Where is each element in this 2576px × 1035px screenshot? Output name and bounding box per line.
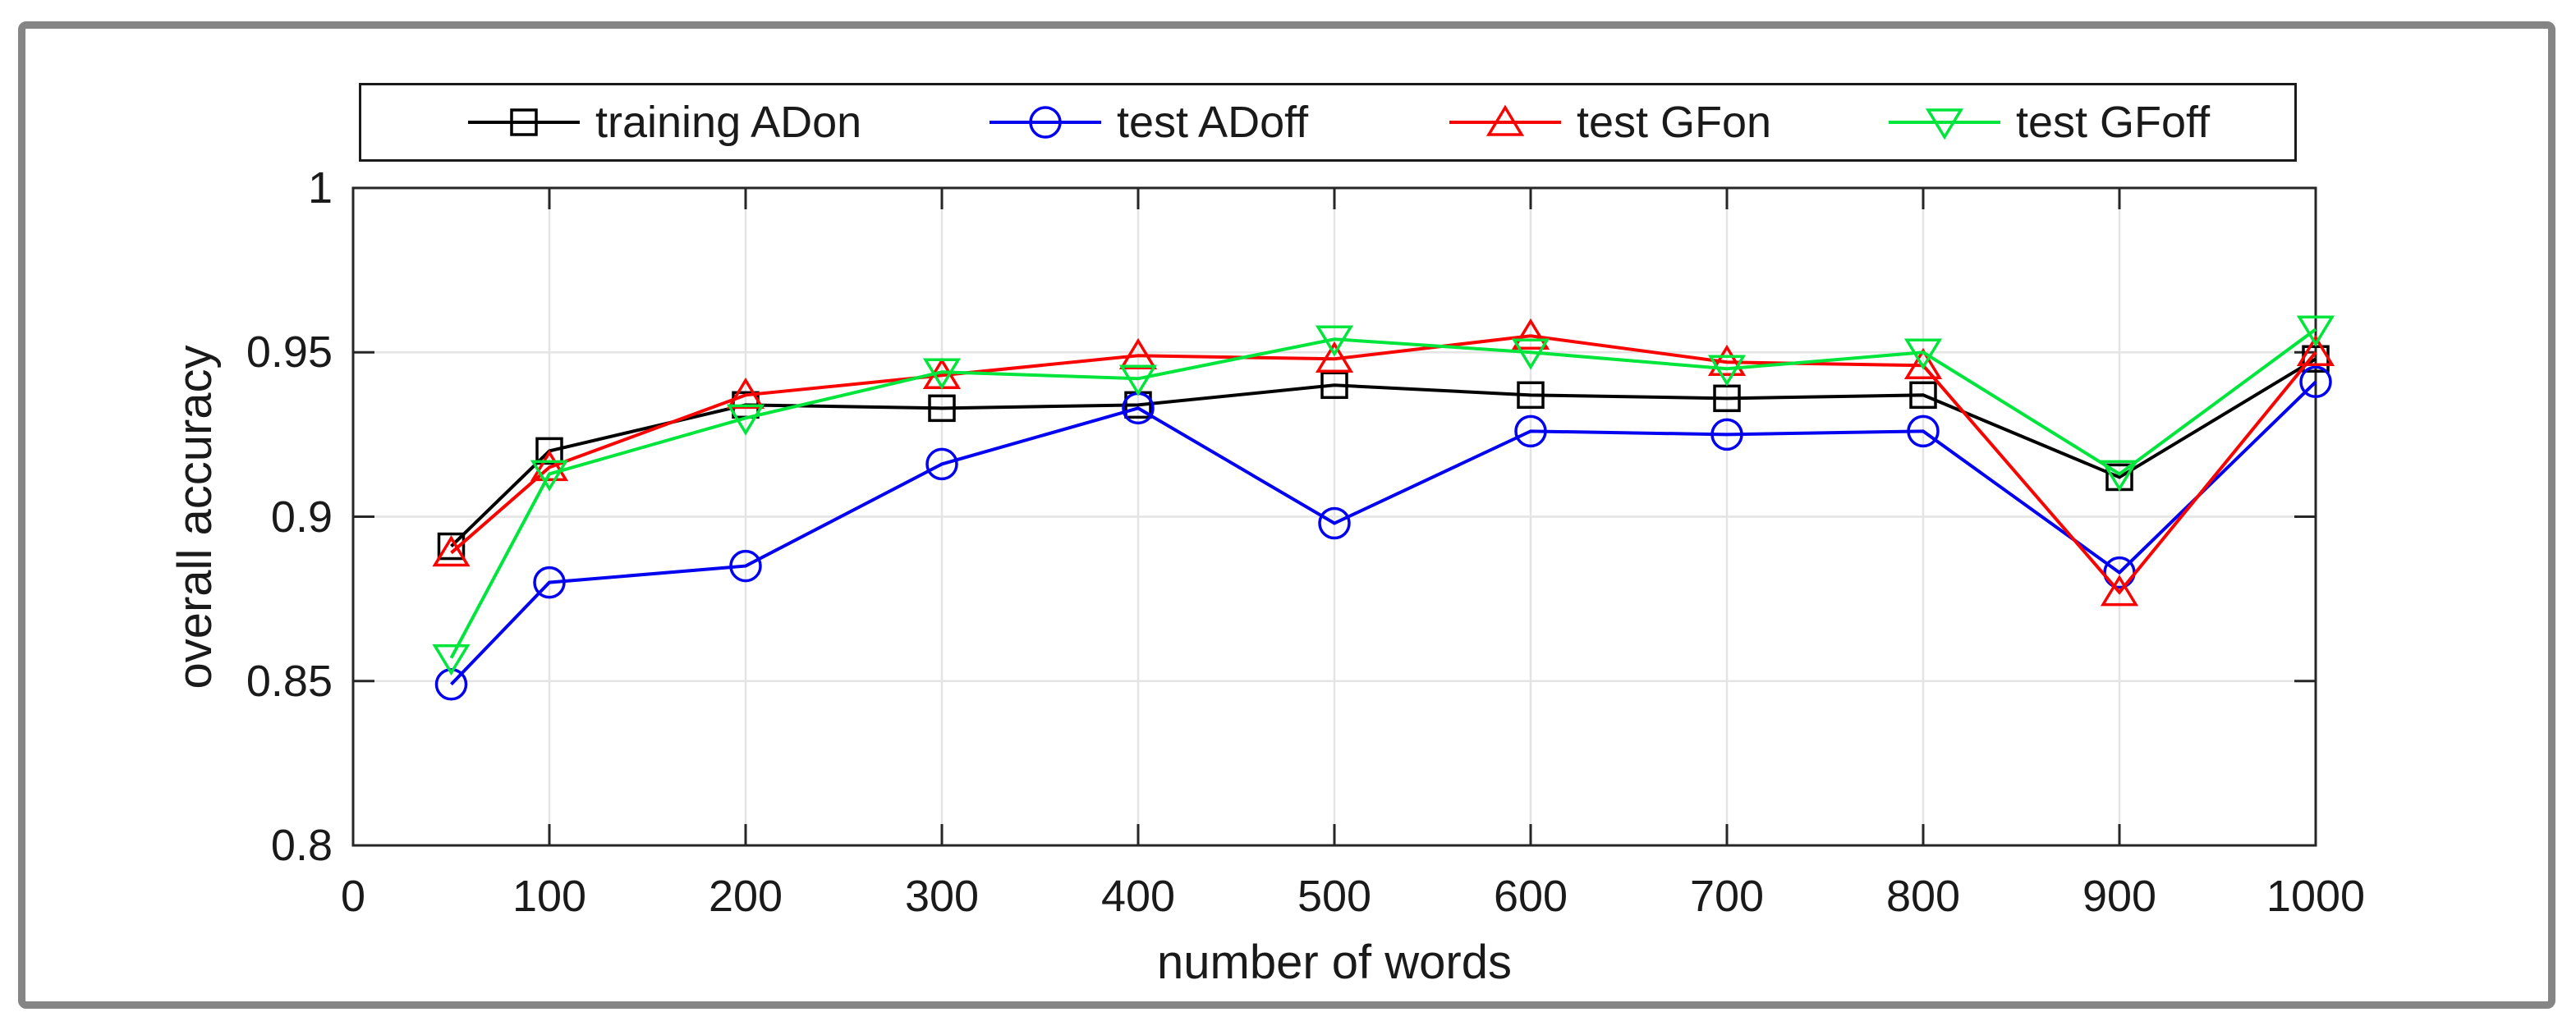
y-tick-label: 0.95 [246, 327, 333, 378]
y-tick-label: 0.85 [246, 656, 333, 706]
x-tick-label: 600 [1493, 872, 1568, 921]
x-tick-label: 200 [708, 872, 783, 921]
legend-entry-test-gfon: test GFon [1448, 98, 1771, 147]
legend: training ADon test ADoff test GFon test GFo… [359, 83, 2297, 162]
triangle-up-marker [432, 535, 471, 567]
legend-key-square [468, 108, 580, 136]
legend-label: test ADoff [1117, 98, 1309, 147]
square-marker [1909, 381, 1937, 410]
circle-marker [925, 447, 958, 481]
triangle-down-marker [1707, 355, 1747, 387]
square-marker [535, 437, 563, 465]
legend-entry-training-adon: training ADon [466, 98, 861, 147]
triangle-up-marker [1485, 104, 1525, 136]
legend-entry-test-gfoff: test GFoff [1887, 98, 2210, 147]
gridlines [353, 188, 2316, 845]
x-tick-label: 300 [904, 872, 980, 921]
triangle-down-marker [530, 460, 569, 492]
series-training-adon [437, 345, 2330, 561]
square-marker [1517, 381, 1545, 410]
series-line [450, 334, 2317, 595]
y-tick-label: 0.8 [270, 821, 333, 870]
legend-label: test GFoff [2016, 98, 2211, 147]
y-tick-label: 0.9 [270, 492, 333, 542]
triangle-down-marker [922, 358, 962, 390]
x-tick-label: 0 [340, 872, 366, 921]
x-tick-label: 900 [2082, 872, 2157, 921]
square-marker [510, 108, 538, 136]
tick-marks [351, 186, 2317, 847]
square-marker [437, 532, 466, 561]
triangle-down-marker [2296, 315, 2335, 347]
circle-marker [1318, 506, 1351, 540]
triangle-down-marker [1118, 364, 1158, 396]
square-marker [1320, 371, 1348, 400]
legend-entry-test-adoff: test ADoff [988, 98, 1308, 147]
circle-marker [1710, 418, 1743, 451]
series-test-adoff [434, 365, 2332, 701]
x-tick-label: 700 [1689, 872, 1765, 921]
legend-key-circle [990, 106, 1101, 139]
triangle-up-marker [2100, 575, 2139, 607]
triangle-down-marker [726, 404, 765, 436]
circle-marker [1029, 106, 1062, 139]
triangle-up-marker [1707, 344, 1747, 377]
circle-marker [533, 566, 566, 599]
x-tick-label: 500 [1297, 872, 1372, 921]
triangle-up-marker [726, 377, 765, 410]
legend-label: test GFon [1577, 98, 1772, 147]
y-tick-label: 1 [307, 163, 333, 213]
x-tick-label: 800 [1885, 872, 1961, 921]
x-tick-label: 1000 [2266, 872, 2366, 921]
triangle-down-marker [1315, 325, 1354, 357]
triangle-up-marker [1118, 337, 1158, 370]
x-tick-label: 100 [512, 872, 587, 921]
x-axis-title: number of words [1157, 936, 1512, 989]
triangle-up-marker [1511, 318, 1550, 350]
triangle-up-marker [2296, 334, 2335, 366]
circle-marker [434, 668, 468, 701]
legend-label: training ADon [595, 98, 862, 147]
series-test-gfon [432, 318, 2335, 607]
x-tick-label: 400 [1100, 872, 1176, 921]
triangle-down-marker [2100, 460, 2139, 492]
circle-marker [1514, 414, 1547, 448]
series-line [450, 380, 2317, 686]
circle-marker [2299, 365, 2332, 399]
triangle-up-marker [1903, 347, 1943, 380]
circle-marker [1907, 414, 1940, 448]
legend-key-triangle-up [1449, 104, 1561, 136]
square-marker [928, 394, 956, 423]
circle-marker [729, 549, 762, 583]
triangle-down-marker [1925, 108, 1964, 140]
series-test-gfoff [432, 315, 2335, 676]
triangle-up-marker [1315, 341, 1354, 373]
triangle-down-marker [432, 643, 471, 676]
series-line [450, 357, 2317, 547]
triangle-down-marker [1903, 338, 1943, 370]
legend-key-triangle-down [1889, 108, 2000, 140]
series-line [449, 327, 2317, 659]
triangle-up-marker [530, 450, 569, 482]
triangle-down-marker [1511, 338, 1550, 370]
